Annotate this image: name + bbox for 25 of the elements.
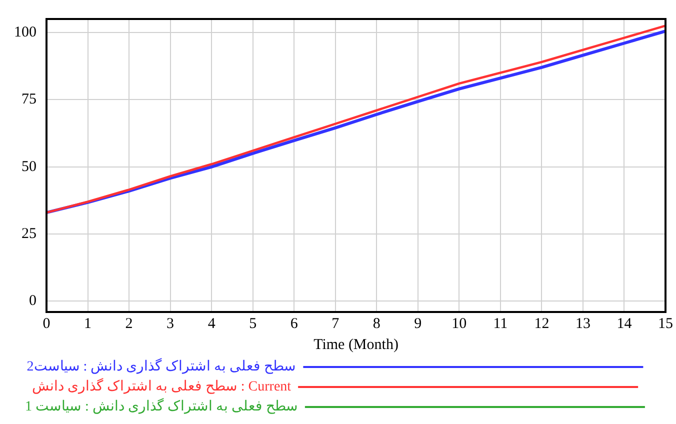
legend-label: سطح فعلی به اشتراک گذاری دانش : سیاست 1 bbox=[25, 398, 298, 415]
x-tick-label: 15 bbox=[658, 316, 673, 332]
x-tick-label: 9 bbox=[414, 316, 422, 332]
x-tick-label: 6 bbox=[290, 316, 298, 332]
y-tick-label: 75 bbox=[22, 92, 36, 108]
x-tick-label: 2 bbox=[125, 316, 133, 332]
x-tick-label: 5 bbox=[249, 316, 257, 332]
text: سطح فعلی به اشتراک گذاری دانش : Current bbox=[32, 378, 292, 395]
y-tick-label: 0 bbox=[29, 293, 36, 310]
y-tick-label: 25 bbox=[22, 226, 36, 242]
x-tick-label: 7 bbox=[332, 316, 340, 332]
y-tick-label: 100 bbox=[14, 24, 36, 40]
y-tick-label: 50 bbox=[22, 158, 36, 175]
x-tick-label: 10 bbox=[452, 316, 467, 332]
x-tick-label: 4 bbox=[208, 316, 216, 332]
x-tick-label: 1 bbox=[84, 316, 92, 332]
x-tick-label: 13 bbox=[575, 316, 590, 332]
text: سطح فعلی به اشتراک گذاری دانش : سیاست2 bbox=[26, 358, 296, 375]
x-tick-label: 8 bbox=[372, 316, 380, 332]
x-tick-label: 3 bbox=[166, 316, 174, 332]
x-tick-label: 12 bbox=[534, 316, 550, 332]
x-tick-label: 0 bbox=[42, 316, 50, 332]
x-tick-label: 11 bbox=[493, 316, 508, 332]
x-axis-title: Time (Month) bbox=[314, 336, 398, 353]
x-tick-label: 14 bbox=[616, 316, 632, 332]
